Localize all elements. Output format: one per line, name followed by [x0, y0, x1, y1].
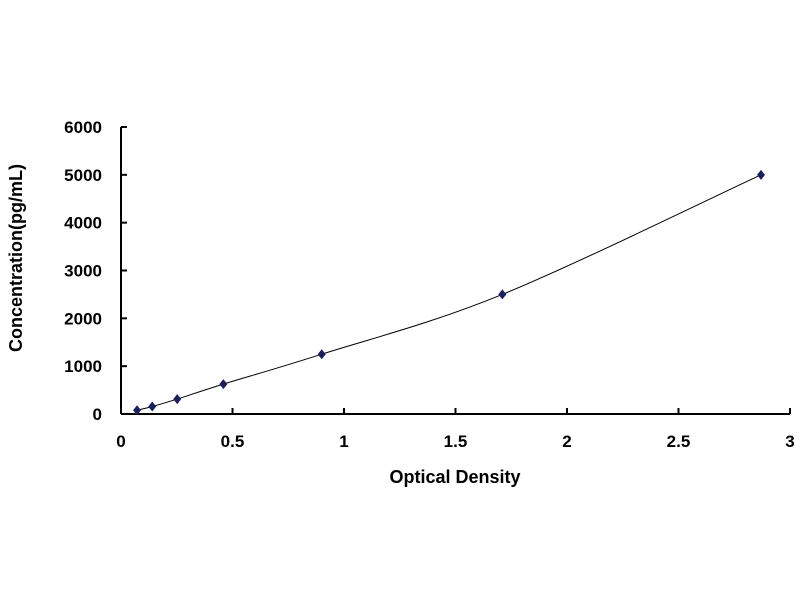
- trendline: [136, 174, 762, 411]
- x-tick-label: 0: [116, 432, 125, 451]
- y-tick-label: 1000: [64, 357, 102, 376]
- data-point: [757, 169, 766, 180]
- tick-labels: 0 0.5 1 1.5 2 2.5 3 0 1000 2000 3000 4000 5000 6000: [64, 118, 795, 451]
- y-tick-label: 5000: [64, 166, 102, 185]
- y-tick-label: 0: [93, 405, 102, 424]
- data-point: [219, 379, 228, 390]
- x-axis-label: Optical Density: [389, 467, 520, 487]
- y-axis-label: Concentration(pg/mL): [6, 164, 26, 352]
- x-tick-label: 1.5: [444, 432, 468, 451]
- x-tick-label: 0.5: [221, 432, 245, 451]
- y-tick-label: 2000: [64, 309, 102, 328]
- x-tick-label: 3: [785, 432, 794, 451]
- data-points: [133, 169, 766, 416]
- y-tick-label: 6000: [64, 118, 102, 137]
- x-tick-label: 2.5: [667, 432, 691, 451]
- data-point: [148, 401, 157, 412]
- x-tick-label: 1: [339, 432, 348, 451]
- data-point: [173, 394, 182, 405]
- data-point: [498, 289, 507, 300]
- y-tick-label: 4000: [64, 214, 102, 233]
- data-point: [133, 405, 142, 416]
- axes: [120, 126, 791, 415]
- data-point: [317, 349, 326, 360]
- x-tick-label: 2: [562, 432, 571, 451]
- y-tick-label: 3000: [64, 262, 102, 281]
